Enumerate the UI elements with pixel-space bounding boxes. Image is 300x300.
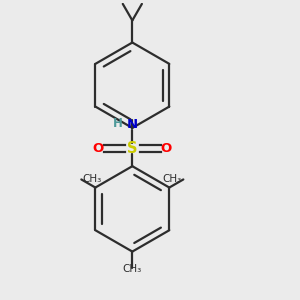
- Text: CH₃: CH₃: [123, 264, 142, 274]
- Text: O: O: [160, 142, 172, 155]
- Text: CH₃: CH₃: [83, 174, 102, 184]
- Text: CH₃: CH₃: [163, 174, 182, 184]
- Text: O: O: [93, 142, 104, 155]
- Text: S: S: [127, 141, 138, 156]
- Text: N: N: [127, 118, 138, 131]
- Text: H: H: [113, 117, 123, 130]
